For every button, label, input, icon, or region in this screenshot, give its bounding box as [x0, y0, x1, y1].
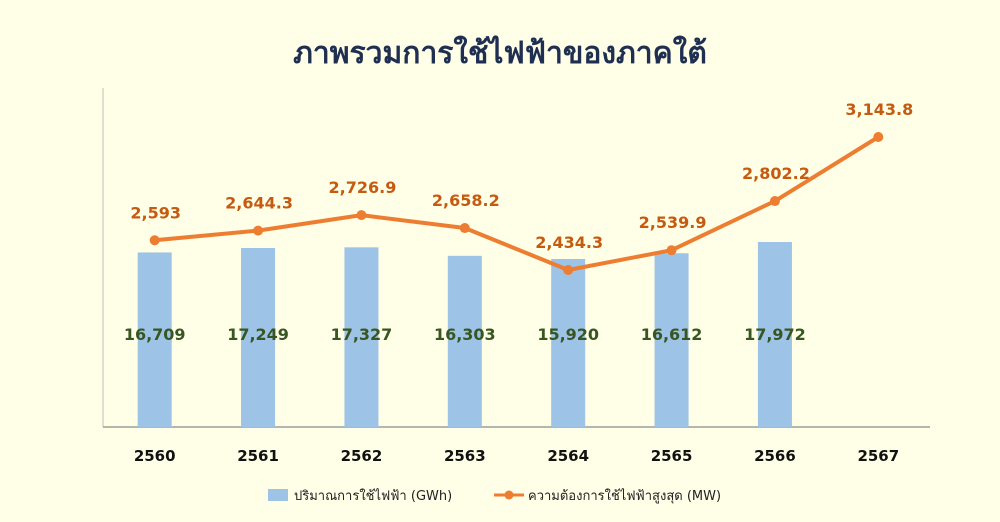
x-tick-label: 2563	[444, 447, 486, 465]
bar	[551, 259, 586, 427]
line-data-label: 2,658.2	[432, 191, 500, 210]
legend-label-bar: ปริมาณการใช้ไฟฟ้า (GWh)	[294, 488, 452, 504]
bar-data-label: 17,249	[227, 325, 289, 344]
x-tick-label: 2562	[341, 447, 383, 465]
line-point	[149, 235, 160, 246]
line-data-label: 2,802.2	[742, 164, 810, 183]
line-point	[563, 265, 574, 275]
bar	[447, 255, 482, 427]
line-point	[873, 132, 884, 142]
x-tick-label: 2560	[134, 447, 176, 465]
bar-data-label: 17,972	[744, 325, 806, 344]
line-data-label: 2,726.9	[329, 178, 397, 197]
line-point	[769, 196, 780, 207]
bar	[344, 247, 379, 427]
line-data-label: 3,143.8	[845, 100, 913, 119]
line-data-label: 2,434.3	[535, 233, 603, 252]
bar-data-label: 16,709	[124, 325, 186, 344]
x-tick-label: 2564	[547, 447, 589, 465]
bar	[137, 252, 172, 427]
bar-data-label: 15,920	[537, 325, 599, 344]
chart-title: ภาพรวมการใช้ไฟฟ้าของภาคใต้	[293, 36, 707, 71]
line-point	[356, 210, 367, 221]
x-tick-label: 2561	[237, 447, 279, 465]
line-data-label: 2,644.3	[225, 194, 293, 213]
legend-swatch-marker	[504, 490, 514, 500]
bar-data-label: 16,303	[434, 325, 496, 344]
line-series	[154, 135, 880, 272]
line-data-label: 2,539.9	[639, 213, 707, 232]
x-tick-label: 2565	[651, 447, 693, 465]
legend-label-line: ความต้องการใช้ไฟฟ้าสูงสุด (MW)	[528, 488, 721, 504]
bar-data-label: 16,612	[641, 325, 703, 344]
bar	[241, 247, 276, 427]
line-data-label: 2,593	[130, 203, 181, 222]
line-point	[459, 223, 470, 234]
bar-data-label: 17,327	[331, 325, 393, 344]
x-tick-label: 2566	[754, 447, 796, 465]
line-point	[253, 225, 264, 236]
line-point	[666, 245, 677, 256]
bar	[654, 253, 689, 427]
x-tick-label: 2567	[857, 447, 899, 465]
bar	[757, 242, 792, 427]
legend-swatch-bar	[268, 489, 288, 501]
